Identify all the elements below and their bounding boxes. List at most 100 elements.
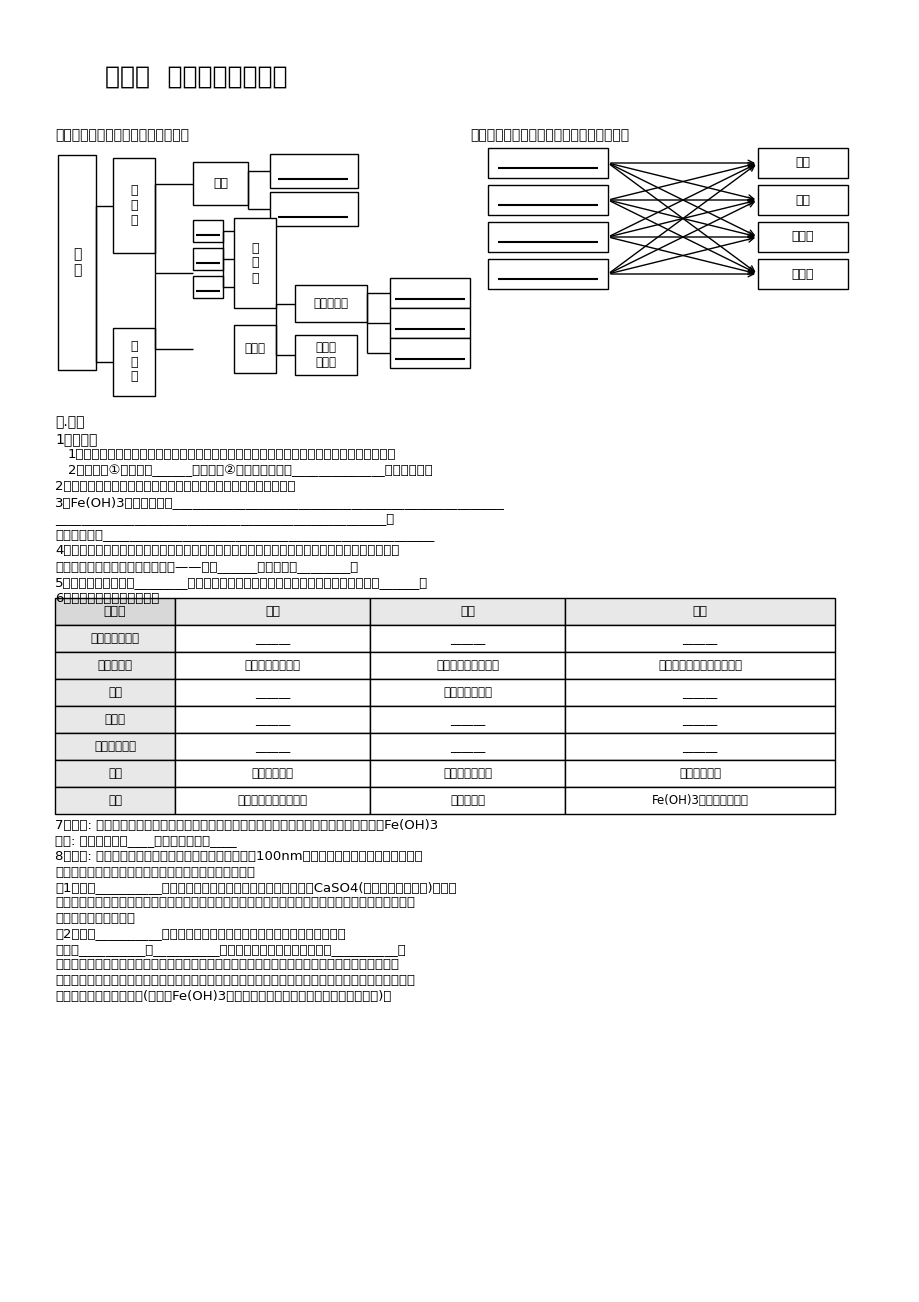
Bar bbox=[175, 598, 369, 625]
Bar bbox=[193, 247, 222, 270]
Text: 有丁达尔现象: 有丁达尔现象 bbox=[678, 767, 720, 780]
Bar bbox=[55, 706, 175, 733]
Text: 无丁达尔现象: 无丁达尔现象 bbox=[251, 767, 293, 780]
Text: 一、树状分类法：对每一步进行细分: 一、树状分类法：对每一步进行细分 bbox=[55, 128, 188, 142]
Text: 1）定义：把一种（或多种）物质分散在另外一种（或多种）物质中所得到的体系叫做分散系: 1）定义：把一种（或多种）物质分散在另外一种（或多种）物质中所得到的体系叫做分散… bbox=[68, 448, 396, 461]
Bar bbox=[369, 706, 564, 733]
Bar bbox=[757, 148, 847, 178]
Bar bbox=[564, 786, 834, 814]
Text: 分散质粒子直径: 分散质粒子直径 bbox=[90, 631, 140, 644]
Text: ______: ______ bbox=[682, 713, 717, 727]
Bar bbox=[55, 786, 175, 814]
Text: 氧化物: 氧化物 bbox=[244, 342, 266, 355]
Text: 子，如__________、__________吸附阳离子，使胶体带正电荷；__________、: 子，如__________、__________吸附阳离子，使胶体带正电荷；__… bbox=[55, 943, 405, 956]
Bar bbox=[369, 733, 564, 760]
Text: ______: ______ bbox=[682, 631, 717, 644]
Text: 4、胶体和溶液的区分方法：分别用激光笔（或手电筒）照射烧杯中的液体，在与光束垂直的方向: 4、胶体和溶液的区分方法：分别用激光笔（或手电筒）照射烧杯中的液体，在与光束垂直… bbox=[55, 544, 399, 557]
Text: 进行观察是否形成一条光亮的通路——进行______实验，有无________。: 进行观察是否形成一条光亮的通路——进行______实验，有无________。 bbox=[55, 560, 357, 573]
Bar bbox=[390, 279, 470, 309]
Text: ______: ______ bbox=[682, 740, 717, 753]
Bar bbox=[175, 652, 369, 680]
Bar bbox=[269, 154, 357, 187]
Text: 2、将分散系按照分散质粒子的大小进行分类：溶液、胶体、浊液。: 2、将分散系按照分散质粒子的大小进行分类：溶液、胶体、浊液。 bbox=[55, 480, 295, 493]
Bar bbox=[564, 733, 834, 760]
Bar bbox=[369, 598, 564, 625]
Text: 浆中的胶体粒子在电荷的作用被中和，其中的微粒很快聚集而形成胶冻状的豆腐（称为凝胶）。再如河: 浆中的胶体粒子在电荷的作用被中和，其中的微粒很快聚集而形成胶冻状的豆腐（称为凝胶… bbox=[55, 897, 414, 910]
Bar bbox=[55, 652, 175, 680]
Text: 外观: 外观 bbox=[108, 686, 122, 699]
Text: ______: ______ bbox=[255, 740, 289, 753]
Text: 和，前使胶体粒子凝聚。胶体粒子在适宜的条件下加入硅酸胶体中，两种胶体均会发生凝聚，说明两种: 和，前使胶体粒子凝聚。胶体粒子在适宜的条件下加入硅酸胶体中，两种胶体均会发生凝聚… bbox=[55, 974, 414, 987]
Text: （2）加入__________，使胶体相互聚沉。不同的胶粒吸附带不同电荷的离: （2）加入__________，使胶体相互聚沉。不同的胶粒吸附带不同电荷的离 bbox=[55, 927, 346, 940]
Bar bbox=[175, 786, 369, 814]
Text: 泥水、油水: 泥水、油水 bbox=[449, 794, 484, 807]
Text: Fe(OH)3胶体、淀粉溶液: Fe(OH)3胶体、淀粉溶液 bbox=[651, 794, 748, 807]
Text: 碳酸盐: 碳酸盐 bbox=[791, 230, 813, 243]
Text: 许多分子的集合体或高分子: 许多分子的集合体或高分子 bbox=[657, 659, 742, 672]
Text: __________________________________________________。: ________________________________________… bbox=[55, 512, 394, 525]
Text: 单个小分子或离子: 单个小分子或离子 bbox=[244, 659, 301, 672]
Text: 化学方程式：__________________________________________________: 化学方程式：__________________________________… bbox=[55, 529, 434, 542]
Text: 静止沉降或分层: 静止沉降或分层 bbox=[443, 767, 492, 780]
Text: 胶体的胶粒带相反电荷。(说明：Fe(OH)3胶体粒子带正电荷，硅酸胶体胶粒带负电荷)。: 胶体的胶粒带相反电荷。(说明：Fe(OH)3胶体粒子带正电荷，硅酸胶体胶粒带负电… bbox=[55, 990, 391, 1003]
Text: 实例: 实例 bbox=[108, 794, 122, 807]
Bar bbox=[564, 652, 834, 680]
Text: 胶体: 胶体 bbox=[692, 605, 707, 618]
Text: 钠盐: 钠盐 bbox=[795, 156, 810, 169]
Bar bbox=[55, 733, 175, 760]
Bar bbox=[390, 309, 470, 339]
Text: ______: ______ bbox=[255, 686, 289, 699]
Bar bbox=[175, 680, 369, 706]
Text: 海交界处易形成沙洲。: 海交界处易形成沙洲。 bbox=[55, 911, 135, 924]
Text: 7、电泳: 由于胶体中的胶粒带电，当通上电源正负极后，在电流的作用下，胶粒定向移动。Fe(OH)3: 7、电泳: 由于胶体中的胶粒带电，当通上电源正负极后，在电流的作用下，胶粒定向移… bbox=[55, 819, 437, 832]
Bar bbox=[757, 185, 847, 215]
Text: 不成盐
氧化物: 不成盐 氧化物 bbox=[315, 341, 336, 368]
Bar bbox=[487, 185, 607, 215]
Text: 专题二  化学物质及其变化: 专题二 化学物质及其变化 bbox=[105, 65, 288, 89]
Bar bbox=[487, 223, 607, 253]
Text: 3、Fe(OH)3胶体的制备：__________________________________________________: 3、Fe(OH)3胶体的制备：_________________________… bbox=[55, 496, 505, 509]
Text: （1）加入__________。如由豆浆做豆腐时，在一定温度下，加入CaSO4(或其他电解质溶液)，将豆: （1）加入__________。如由豆浆做豆腐时，在一定温度下，加入CaSO4(… bbox=[55, 881, 456, 894]
Text: ______: ______ bbox=[449, 713, 484, 727]
Bar bbox=[55, 760, 175, 786]
Bar bbox=[175, 733, 369, 760]
Text: 分散质粒子: 分散质粒子 bbox=[97, 659, 132, 672]
Text: 氯化钠、乙醇的水溶液: 氯化钠、乙醇的水溶液 bbox=[237, 794, 307, 807]
Bar bbox=[369, 652, 564, 680]
Bar bbox=[175, 625, 369, 652]
Bar bbox=[233, 326, 276, 372]
Text: 能否透过滤纸: 能否透过滤纸 bbox=[94, 740, 136, 753]
Text: ______: ______ bbox=[255, 631, 289, 644]
Bar bbox=[564, 598, 834, 625]
Bar bbox=[757, 259, 847, 289]
Bar bbox=[175, 706, 369, 733]
Bar bbox=[369, 625, 564, 652]
Text: 6、胶体、溶液、浊液的比较: 6、胶体、溶液、浊液的比较 bbox=[55, 592, 159, 605]
Bar bbox=[193, 220, 222, 242]
Bar bbox=[58, 155, 96, 370]
Text: ______: ______ bbox=[682, 686, 717, 699]
Text: 不均一、不透明: 不均一、不透明 bbox=[443, 686, 492, 699]
Bar bbox=[390, 339, 470, 368]
Text: ______: ______ bbox=[449, 631, 484, 644]
Bar bbox=[564, 706, 834, 733]
Bar bbox=[487, 259, 607, 289]
Text: 1、分散系: 1、分散系 bbox=[55, 432, 97, 447]
Bar bbox=[175, 760, 369, 786]
Text: 的聚沉。这就需要破坏胶体的介稳性。常用的方法如下：: 的聚沉。这就需要破坏胶体的介稳性。常用的方法如下： bbox=[55, 866, 255, 879]
Text: ______: ______ bbox=[449, 740, 484, 753]
Bar bbox=[757, 223, 847, 253]
Text: 浊液: 浊液 bbox=[460, 605, 474, 618]
Text: 8、聚沉: 胶体粒子在适宜的条件下相互结合成直径大于100nm的颗粒而沉积下来的过程称为胶体: 8、聚沉: 胶体粒子在适宜的条件下相互结合成直径大于100nm的颗粒而沉积下来的… bbox=[55, 850, 422, 863]
Text: 5、胶体的净化：利用________可以把胶体和溶液的分散质粒子进行分离，该过程叫做______。: 5、胶体的净化：利用________可以把胶体和溶液的分散质粒子进行分离，该过程… bbox=[55, 575, 427, 589]
Text: 巨大分子数目的集合: 巨大分子数目的集合 bbox=[436, 659, 498, 672]
Bar bbox=[564, 680, 834, 706]
Bar bbox=[269, 191, 357, 227]
Text: 物
质: 物 质 bbox=[73, 247, 81, 277]
Text: 成盐氧化物: 成盐氧化物 bbox=[313, 297, 348, 310]
Text: 稳定性: 稳定性 bbox=[105, 713, 125, 727]
Bar bbox=[55, 625, 175, 652]
Text: 二、交叉分类法：所采用的分类标准不唯一: 二、交叉分类法：所采用的分类标准不唯一 bbox=[470, 128, 629, 142]
Bar bbox=[295, 335, 357, 375]
Bar bbox=[55, 680, 175, 706]
